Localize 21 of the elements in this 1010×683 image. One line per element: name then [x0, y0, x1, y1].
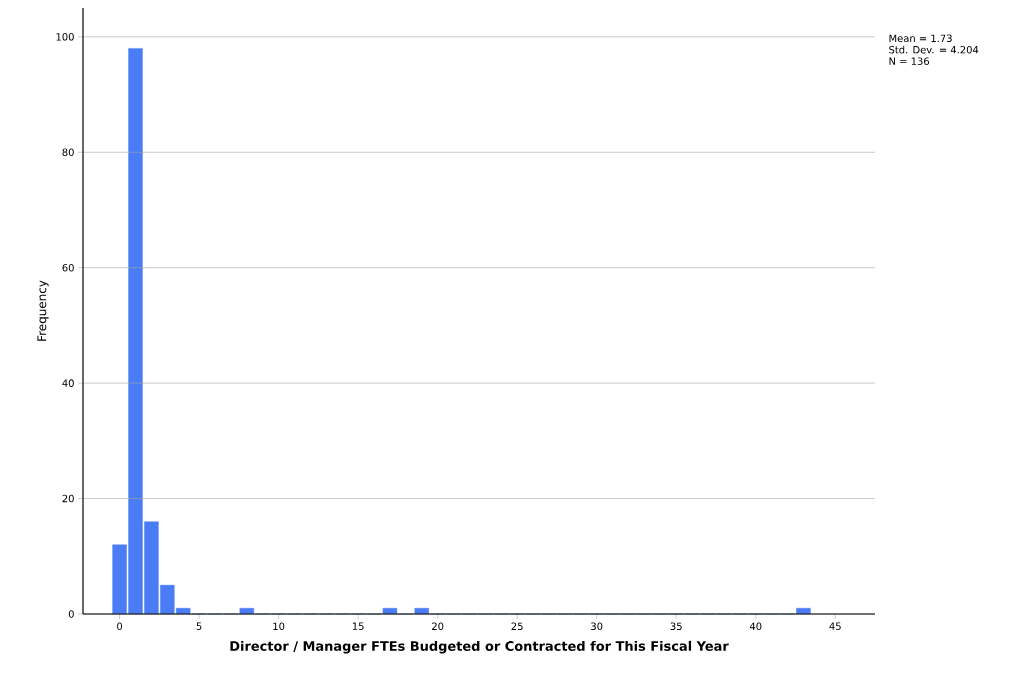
y-axis-title: Frequency	[37, 280, 49, 341]
x-tick-label: 0	[117, 622, 123, 631]
y-tick-label: 20	[62, 494, 74, 503]
x-tick-label: 10	[273, 622, 285, 631]
x-axis-title: Director / Manager FTEs Budgeted or Contracted for This Fiscal Year	[230, 640, 729, 654]
x-tick-label: 20	[432, 622, 444, 631]
x-tick-label: 5	[196, 622, 202, 630]
x-tick-label: 40	[749, 622, 762, 631]
text: Std. Dev. = 4.204	[889, 45, 979, 54]
y-tick-label: 0	[68, 610, 74, 618]
y-tick-label: 100	[56, 33, 74, 41]
text: N = 136	[889, 57, 930, 65]
text: Mean = 1.73	[889, 34, 952, 43]
x-tick-label: 25	[511, 622, 523, 631]
x-tick-label: 30	[591, 622, 603, 631]
x-tick-label: 15	[352, 622, 364, 630]
y-tick-label: 60	[62, 263, 74, 272]
x-tick-label: 35	[670, 622, 682, 631]
y-tick-label: 80	[62, 148, 74, 157]
y-tick-label: 40	[62, 379, 74, 387]
x-tick-label: 45	[829, 622, 841, 630]
